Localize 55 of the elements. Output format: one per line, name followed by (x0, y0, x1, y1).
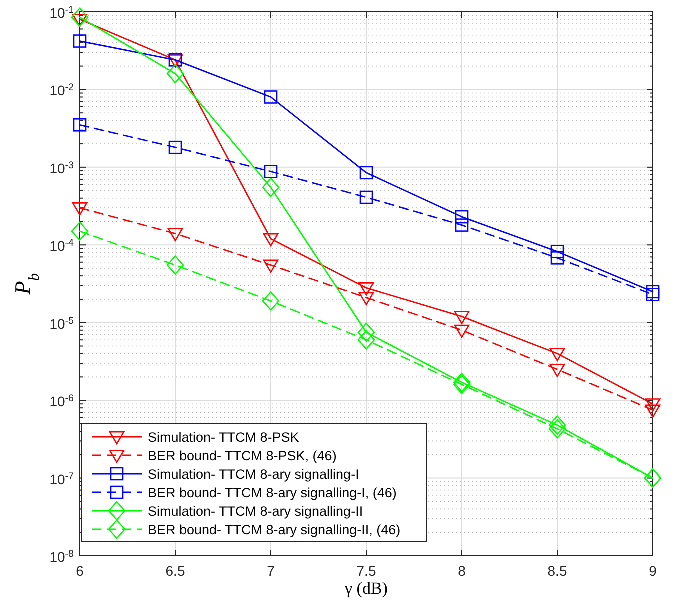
point (262, 292, 280, 311)
point (550, 245, 564, 258)
legend-label: BER bound- TTCM 8-ary signalling-I, (46) (148, 486, 397, 500)
point (455, 210, 469, 224)
x-tick-label: 7.5 (356, 563, 376, 579)
point (548, 419, 566, 439)
y-tick-label: 10$^{-1}$ (50, 4, 74, 21)
legend-label: BER bound- TTCM 8-PSK, (46) (148, 448, 337, 464)
point (72, 202, 88, 216)
point (358, 330, 376, 350)
y-tick-label: 10$^{-5}$ (50, 315, 75, 332)
point (454, 311, 470, 324)
point (646, 288, 660, 302)
point (73, 34, 87, 48)
point (358, 282, 374, 296)
point (360, 166, 374, 180)
point (358, 322, 376, 342)
point (548, 416, 566, 435)
point (166, 64, 184, 84)
point (168, 140, 182, 154)
y-tick-label: 10$^{-2}$ (50, 82, 74, 99)
y-tick-label: 10$^{-6}$ (50, 393, 75, 410)
x-tick-label: 8.5 (548, 563, 568, 579)
point (550, 348, 566, 362)
point (264, 165, 278, 178)
point (358, 292, 374, 306)
point (263, 260, 279, 273)
x-tick-label: 6.5 (166, 563, 186, 579)
legend-label: Simulation- TTCM 8-PSK (148, 430, 300, 445)
point (264, 90, 278, 104)
legend-label: Simulation- TTCM 8-ary signalling-I (148, 467, 360, 482)
point (645, 398, 661, 412)
legend-label: Simulation- TTCM 8-ary signalling-II (148, 504, 364, 519)
x-tick-label: 6 (76, 563, 84, 579)
point (454, 324, 470, 338)
x-tick-label: 8 (458, 563, 466, 579)
y-tick-label: 10$^{-3}$ (50, 160, 75, 176)
x-axis-title: γ (dB) (344, 579, 388, 598)
point (73, 118, 87, 132)
x-tick-label: 7 (267, 563, 276, 579)
legend-label: BER bound- TTCM 8-ary signalling-II, (46) (148, 522, 401, 538)
point (645, 404, 661, 418)
point (360, 190, 374, 204)
y-tick-label: 10$^{-4}$ (50, 238, 75, 254)
point (168, 228, 184, 242)
point (646, 285, 660, 299)
y-tick-label: 10$^{-8}$ (50, 548, 75, 565)
point (550, 364, 566, 378)
x-tick-label: 9 (649, 563, 658, 579)
point (455, 218, 469, 232)
point (166, 256, 184, 275)
y-tick-label: 10$^{-7}$ (50, 470, 74, 488)
point (550, 252, 564, 265)
point (262, 178, 280, 198)
point (263, 233, 279, 247)
